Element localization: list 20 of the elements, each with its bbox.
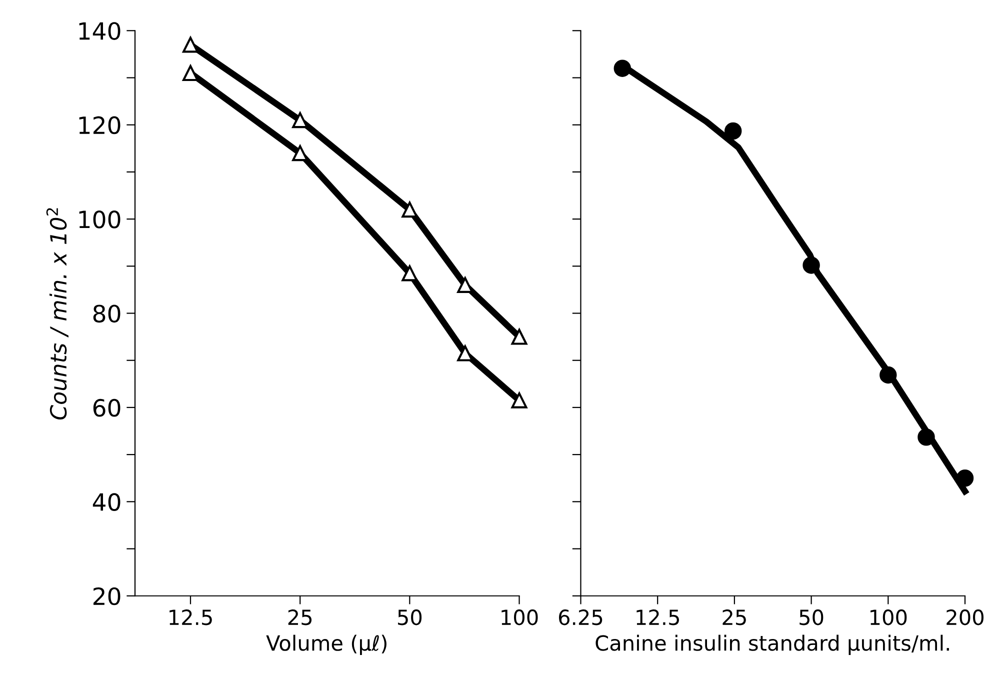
y-tick-label: 120 — [79, 116, 120, 134]
x-tick-label: 200 — [946, 609, 984, 626]
y-tick-label: 140 — [79, 22, 120, 40]
y-tick-label: 100 — [79, 210, 120, 228]
x-tick-label: 100 — [502, 609, 538, 626]
x-tick-label: 100 — [870, 609, 907, 626]
y-axis-title: Counts / min. x 10$^{2}$ — [46, 208, 68, 420]
x-tick-label: 50 — [398, 609, 422, 626]
x-axis-title: Canine insulin standard μunits/ml. — [596, 634, 949, 655]
x-tick-label: 12.5 — [170, 609, 212, 626]
x-tick-label: 25 — [288, 609, 312, 626]
y-tick-label: 60 — [93, 398, 120, 417]
y-tick-label: 40 — [92, 493, 120, 511]
x-tick-label: 6.25 — [559, 609, 602, 626]
y-tick-label: 80 — [93, 304, 120, 323]
x-tick-label: 50 — [800, 609, 824, 626]
x-tick-label: 25 — [722, 609, 746, 626]
x-axis-title: Volume (μℓ) — [266, 634, 386, 655]
x-tick-label: 12.5 — [636, 609, 679, 626]
y-tick-label: 20 — [93, 587, 120, 606]
